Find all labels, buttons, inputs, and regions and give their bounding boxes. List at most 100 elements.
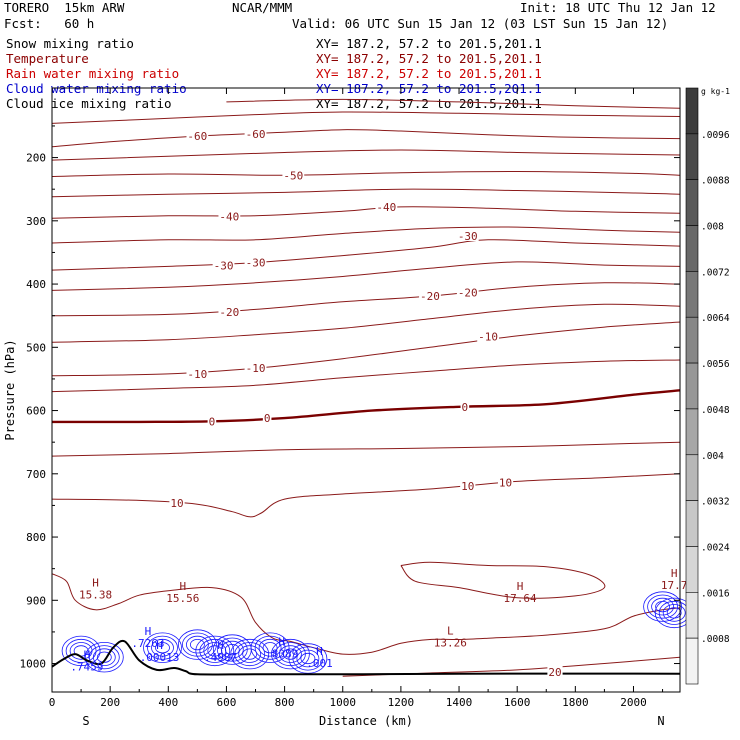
extremum-value: 13.26 [434, 636, 467, 649]
colorbar-segment [685, 316, 699, 364]
contour-label: -30 [458, 230, 478, 243]
isotherm-line [51, 282, 681, 317]
y-tick-label: 1000 [20, 658, 47, 671]
cloud-water-contour [270, 638, 310, 670]
cloud-water-contour [274, 642, 306, 667]
contour-label: 10 [461, 480, 474, 493]
contour-label: -60 [187, 130, 207, 143]
center-title: NCAR/MMM [232, 0, 293, 15]
colorbar-segment [685, 408, 699, 456]
contour-label-bg [244, 128, 267, 140]
isotherm-line [51, 303, 681, 343]
extremum-type: H [156, 639, 163, 652]
legend-label-snow: Snow mixing ratio [6, 36, 134, 51]
extremum-value: .001 [306, 657, 333, 670]
cloud-water-contour [278, 645, 302, 663]
colorbar-tick-label: .0056 [701, 359, 730, 370]
x-tick-label: 600 [217, 696, 237, 709]
extremum-type: H [278, 636, 285, 649]
colorbar-tick-label: .0088 [701, 176, 730, 187]
legend-xy-rain: XY= 187.2, 57.2 to 201.5,201.1 [316, 66, 542, 81]
colorbar-segment [685, 546, 699, 593]
x-tick-label: 1400 [446, 696, 473, 709]
cloud-water-contour [292, 646, 324, 671]
cloud-water-contour [65, 638, 97, 663]
contour-label-bg [456, 229, 479, 241]
isotherm-line [51, 239, 681, 271]
extremum-type: H [84, 648, 91, 661]
isotherm-line [226, 98, 681, 109]
valid-time: Valid: 06 UTC Sun 15 Jan 12 (03 LST Sun … [292, 16, 669, 31]
extremum-value: .7459 [70, 660, 103, 673]
cloud-water-contour [224, 643, 240, 656]
colorbar-segment [685, 179, 699, 226]
y-tick-label: 700 [26, 468, 46, 481]
cloud-water-contour [61, 635, 101, 667]
cloud-water-contour [177, 629, 217, 660]
contour-label-bg [456, 286, 479, 298]
y-tick-label: 500 [26, 341, 46, 354]
x-tick-label: 1000 [329, 696, 356, 709]
extremum-value: .4907 [204, 651, 237, 664]
y-tick-label: 200 [26, 152, 46, 165]
contour-label-bg [262, 412, 272, 424]
cloud-water-contour [662, 604, 686, 622]
contour-label: -10 [187, 368, 207, 381]
contour-label: 20 [548, 666, 561, 679]
cloud-water-contour [647, 594, 678, 619]
contour-label-bg [244, 362, 267, 374]
cloud-water-contour [282, 648, 298, 660]
cloud-water-contour [88, 645, 120, 670]
contour-label-bg [244, 256, 267, 268]
isotherm-line [51, 226, 681, 244]
south-label: S [82, 714, 89, 728]
contour-label-bg [218, 305, 241, 317]
north-label: N [657, 714, 664, 728]
colorbar-segment [685, 637, 699, 685]
contour-label-bg [207, 415, 217, 427]
legend-xy-snow: XY= 187.2, 57.2 to 201.5,201.1 [316, 36, 542, 51]
y-tick-label: 800 [26, 531, 46, 544]
cloud-water-contour [92, 648, 116, 666]
isotherm-line [51, 206, 681, 219]
extremum-value: .7263 [131, 637, 164, 650]
x-tick-label: 800 [275, 696, 295, 709]
terrain-line [51, 639, 681, 676]
cloud-water-contour [242, 648, 258, 660]
colorbar-tick-label: .0032 [701, 497, 730, 508]
colorbar-segment [685, 271, 699, 318]
colorbar-tick-label: .0096 [701, 130, 730, 141]
plot-frame [51, 87, 681, 693]
contour-label-bg [169, 496, 185, 508]
isotherm-line [51, 359, 681, 393]
contour-label-bg [460, 400, 470, 412]
contour-label: -50 [283, 169, 303, 182]
isotherm-line [51, 170, 681, 177]
cloud-water-contour [84, 642, 124, 673]
colorbar-segment [685, 454, 699, 501]
colorbar-segment [685, 500, 699, 547]
legend-xy-temperature: XY= 187.2, 57.2 to 201.5,201.1 [316, 51, 542, 66]
extremum-value: 17.7 [661, 579, 688, 592]
x-tick-label: 400 [158, 696, 178, 709]
x-tick-label: 200 [100, 696, 120, 709]
colorbar-tick-label: .004 [701, 451, 724, 462]
contour-label-bg [186, 130, 209, 142]
cloud-water-contour [238, 645, 262, 663]
colorbar-tick-label: .0072 [701, 267, 730, 278]
cloud-water-contour [155, 642, 170, 654]
colorbar-tick-label: .0064 [701, 313, 730, 324]
cloud-water-contour [651, 597, 674, 616]
forecast-hour: Fcst: 60 h [4, 16, 95, 31]
contour-label: -40 [376, 201, 396, 214]
x-tick-label: 1800 [562, 696, 589, 709]
cloud-water-contour [250, 632, 290, 663]
y-tick-label: 400 [26, 278, 46, 291]
extremum-type: H [217, 639, 224, 652]
y-tick-label: 600 [26, 405, 46, 418]
contour-label-bg [419, 290, 441, 302]
contour-label-bg [186, 367, 209, 379]
cloud-water-contour [220, 640, 244, 659]
